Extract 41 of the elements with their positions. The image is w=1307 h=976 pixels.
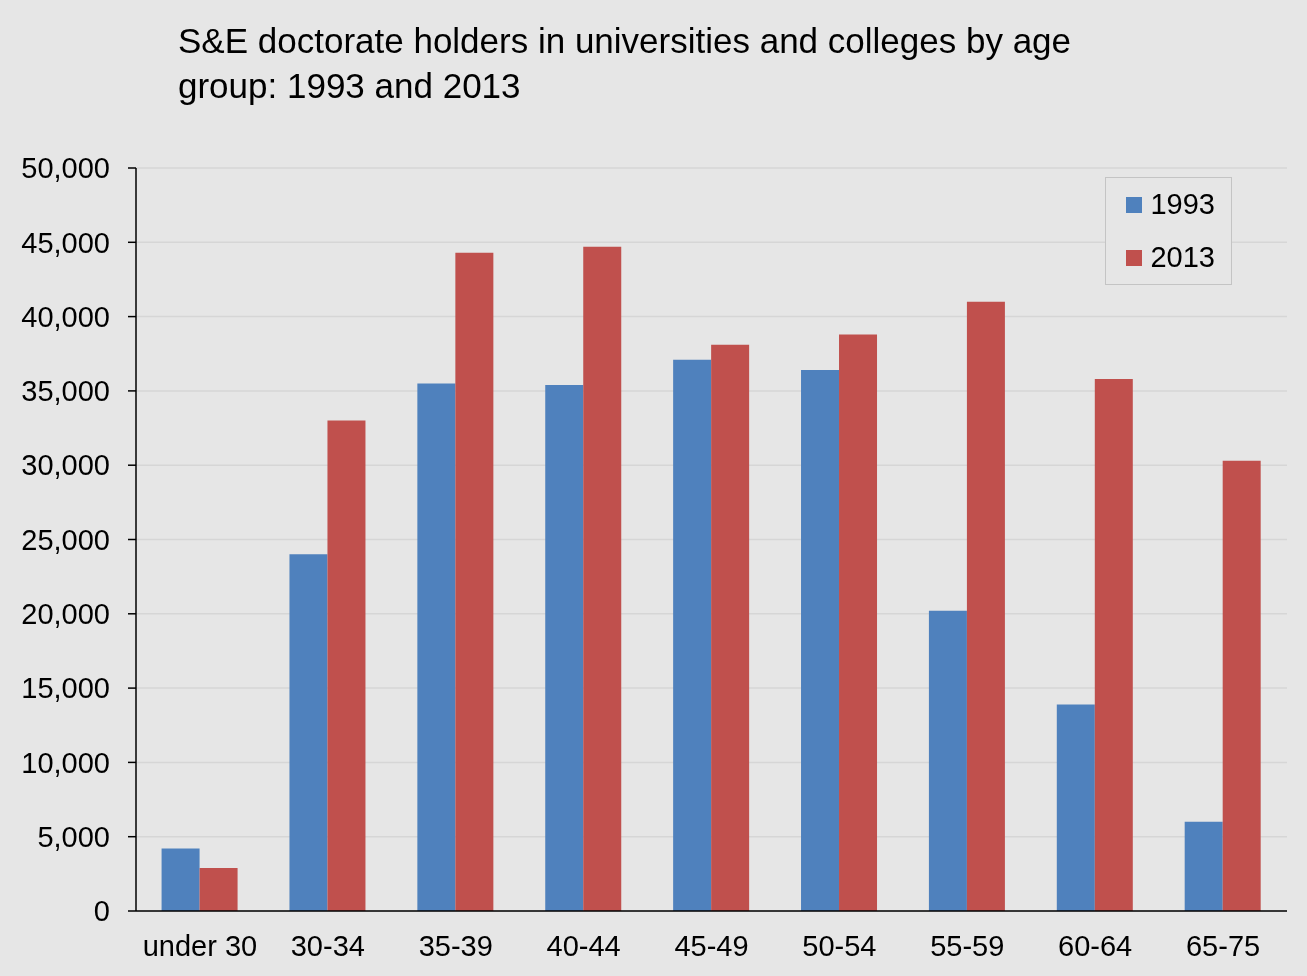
x-tick-label: 30-34 xyxy=(290,929,365,962)
y-tick-label: 20,000 xyxy=(21,598,110,631)
y-tick-label: 0 xyxy=(93,895,110,928)
bar xyxy=(1056,704,1095,911)
y-tick-label: 45,000 xyxy=(21,226,110,259)
bar xyxy=(1184,821,1223,911)
bar xyxy=(583,246,622,911)
legend-label: 1993 xyxy=(1150,188,1215,221)
x-tick-label: 35-39 xyxy=(418,929,493,962)
x-tick-label: 65-75 xyxy=(1185,929,1261,962)
bar xyxy=(711,344,750,911)
bar xyxy=(1222,460,1261,911)
bar xyxy=(327,420,366,911)
bar xyxy=(928,610,967,911)
bar xyxy=(839,334,878,911)
x-tick-label: 50-54 xyxy=(802,929,877,962)
y-tick-label: 15,000 xyxy=(21,672,110,705)
bar xyxy=(199,867,238,911)
bar xyxy=(801,370,840,911)
bar xyxy=(545,384,584,911)
y-tick-label: 50,000 xyxy=(21,152,110,185)
bar xyxy=(966,301,1005,911)
y-tick-label: 30,000 xyxy=(21,449,110,482)
bar xyxy=(673,359,712,911)
bar xyxy=(161,848,200,911)
x-tick-label: 55-59 xyxy=(930,929,1005,962)
bar xyxy=(455,252,494,911)
x-tick-label: 45-49 xyxy=(674,929,749,962)
chart-title: S&E doctorate holders in universities and colleges by age group: 1993 and 2013 xyxy=(178,21,1072,105)
y-tick-label: 40,000 xyxy=(21,300,110,333)
y-tick-label: 10,000 xyxy=(21,746,110,779)
x-tick-label: 40-44 xyxy=(546,929,621,962)
x-tick-label: 60-64 xyxy=(1058,929,1133,962)
bar xyxy=(417,383,456,911)
legend-label: 2013 xyxy=(1150,241,1215,274)
y-tick-label: 25,000 xyxy=(21,523,110,556)
bar xyxy=(1094,379,1133,911)
y-tick-label: 5,000 xyxy=(37,820,110,853)
y-tick-label: 35,000 xyxy=(21,375,110,408)
x-tick-label: under 30 xyxy=(142,929,258,962)
bar xyxy=(289,554,328,911)
